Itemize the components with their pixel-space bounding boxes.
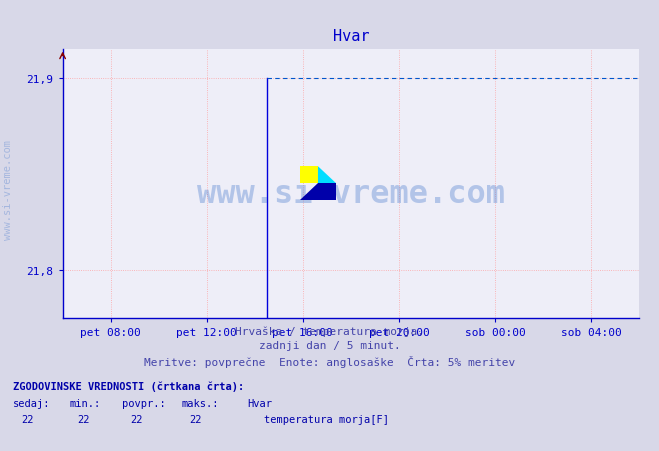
Text: Hvar: Hvar <box>247 398 272 408</box>
Text: maks.:: maks.: <box>181 398 219 408</box>
Text: povpr.:: povpr.: <box>122 398 165 408</box>
Text: sedaj:: sedaj: <box>13 398 51 408</box>
Text: 22: 22 <box>130 414 142 424</box>
Title: Hvar: Hvar <box>333 29 369 44</box>
Bar <box>300 167 318 184</box>
Text: Meritve: povprečne  Enote: anglosaške  Črta: 5% meritev: Meritve: povprečne Enote: anglosaške Črt… <box>144 355 515 368</box>
Bar <box>318 184 336 201</box>
Text: min.:: min.: <box>69 398 100 408</box>
Text: temperatura morja[F]: temperatura morja[F] <box>264 414 389 424</box>
Text: www.si-vreme.com: www.si-vreme.com <box>197 179 505 210</box>
Text: 22: 22 <box>77 414 90 424</box>
Text: www.si-vreme.com: www.si-vreme.com <box>3 139 13 239</box>
Text: ZGODOVINSKE VREDNOSTI (črtkana črta):: ZGODOVINSKE VREDNOSTI (črtkana črta): <box>13 381 244 391</box>
Text: 22: 22 <box>21 414 34 424</box>
Polygon shape <box>300 184 318 201</box>
Text: zadnji dan / 5 minut.: zadnji dan / 5 minut. <box>258 341 401 350</box>
Text: 22: 22 <box>189 414 202 424</box>
Polygon shape <box>318 167 336 184</box>
Text: Hrvaška / temperatura morja.: Hrvaška / temperatura morja. <box>235 326 424 336</box>
